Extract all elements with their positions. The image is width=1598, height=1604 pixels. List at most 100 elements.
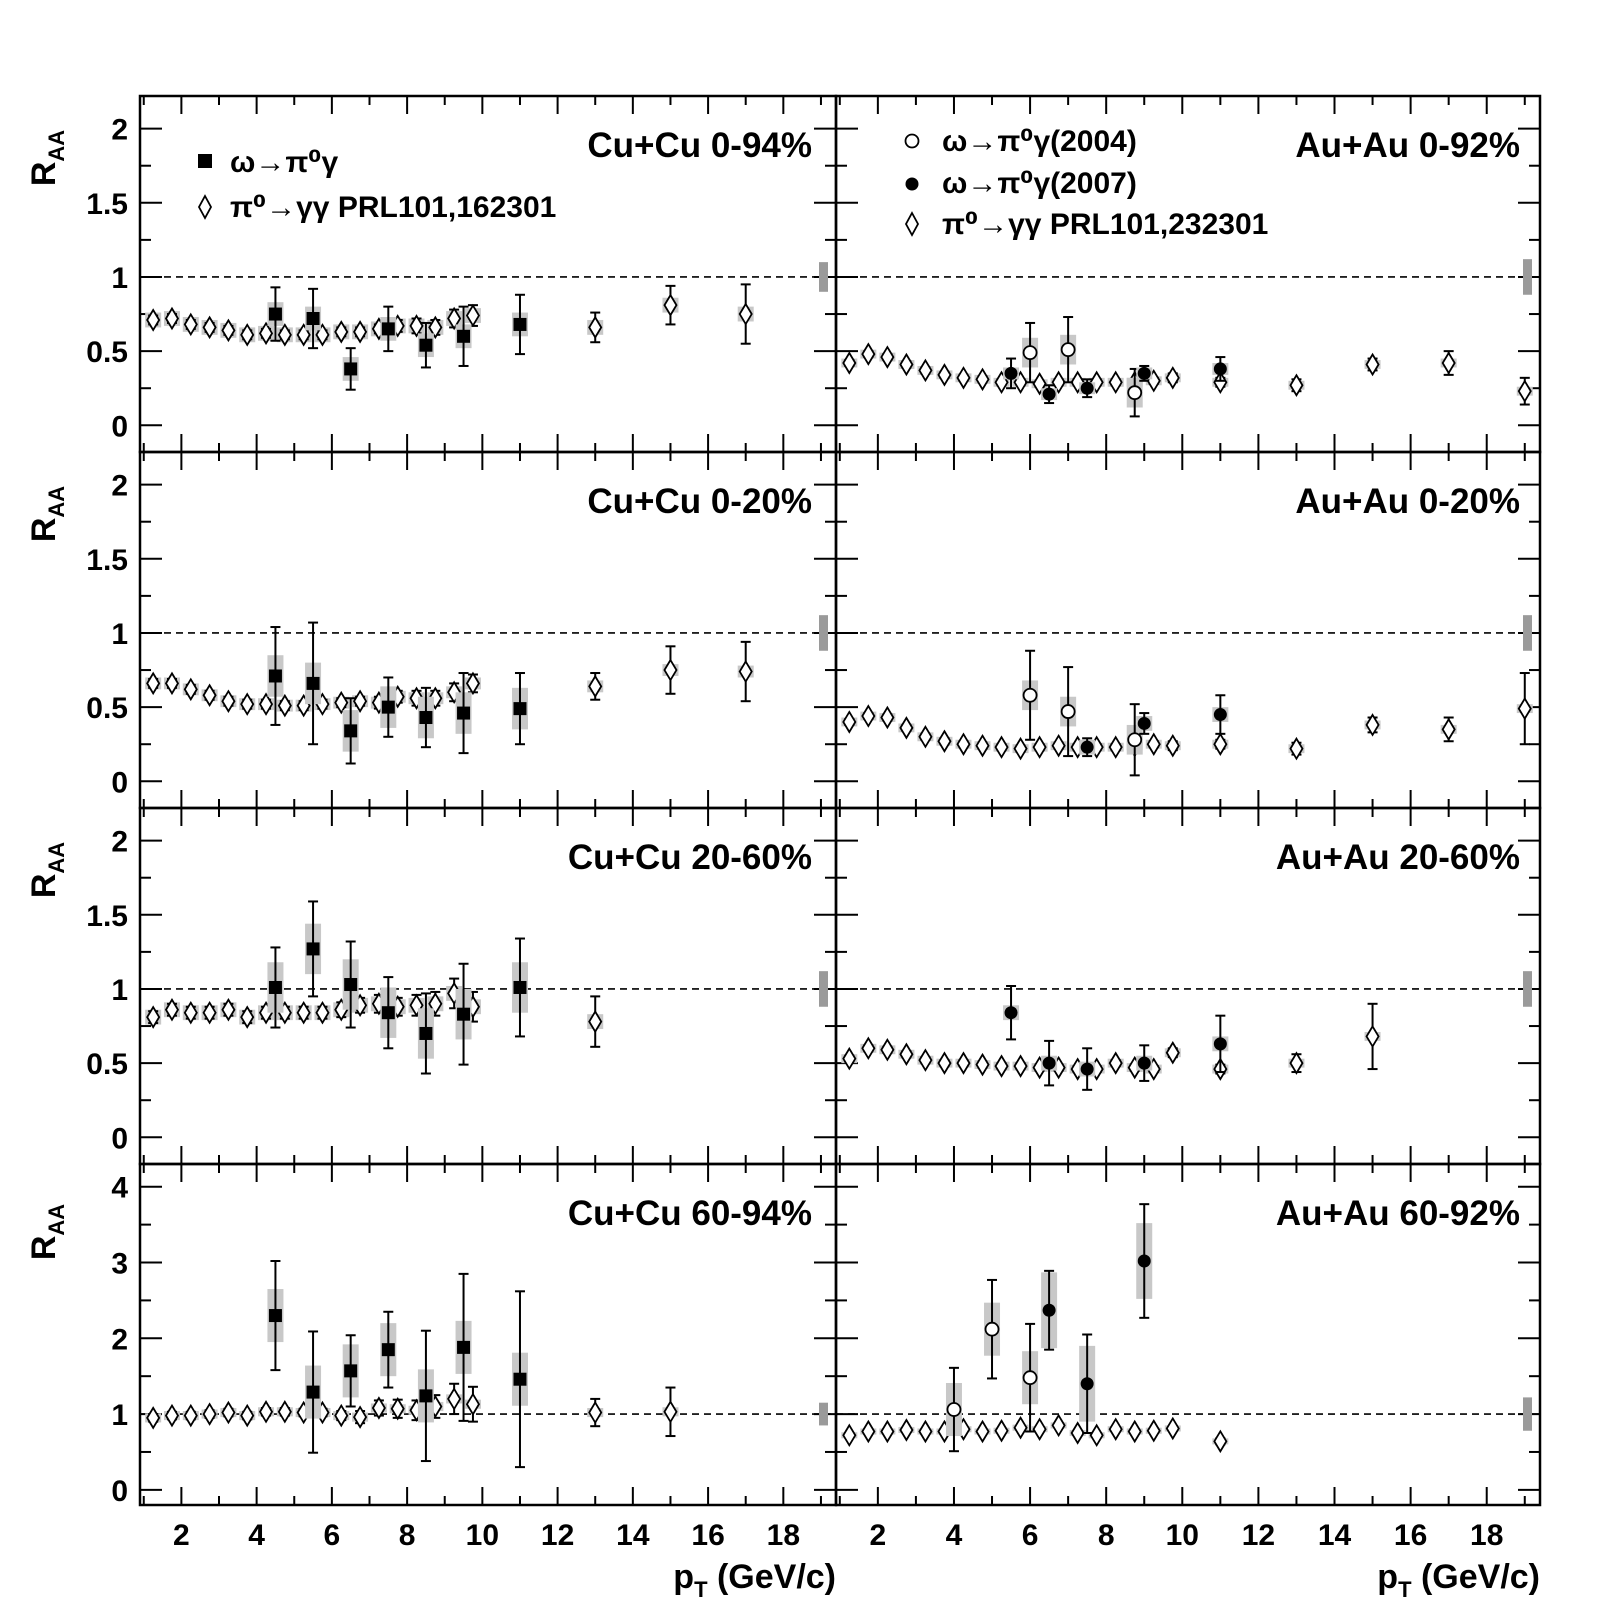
data-point: [447, 1387, 462, 1411]
data-point: [861, 342, 876, 366]
x-tick-label: 18: [1470, 1519, 1503, 1552]
data-point: [1441, 717, 1456, 742]
data-point: [842, 710, 857, 734]
data-point: [1013, 736, 1028, 761]
panel-6: Au+Au 20-60%: [834, 806, 1542, 1166]
data-point: [268, 669, 282, 683]
y-tick-label: 0.5: [86, 692, 128, 725]
y-tick-label: 1.5: [86, 544, 128, 577]
panel-5: 0 0.5 1 1.5 2 Cu+Cu 20-60%: [86, 806, 838, 1166]
series-filled-square: [267, 1259, 528, 1469]
legend-left-entry-2: π⁰→γγ PRL101,162301: [230, 191, 556, 224]
data-point: [899, 352, 914, 377]
y-tick-label: 1: [111, 618, 128, 651]
data-point: [315, 1000, 330, 1025]
series-open-diamond: [841, 672, 1533, 761]
data-point: [899, 1042, 914, 1066]
series-filled-circle: [1079, 694, 1229, 758]
data-point: [994, 1418, 1009, 1443]
series-filled-square: [267, 900, 528, 1075]
data-point: [277, 1400, 292, 1424]
x-axis-title-right: pT (GeV/c): [1377, 1558, 1540, 1602]
data-point: [1165, 733, 1180, 758]
data-point: [1032, 1417, 1047, 1441]
data-point: [1127, 385, 1143, 401]
data-point: [1213, 370, 1228, 395]
data-point: [1051, 1413, 1066, 1438]
data-point: [842, 1423, 857, 1448]
x-tick-label: 2: [173, 1519, 190, 1552]
data-point: [419, 1389, 433, 1403]
data-point: [146, 308, 161, 332]
panel-title: Cu+Cu 0-94%: [587, 126, 812, 165]
data-point: [588, 674, 603, 699]
normalization-box: [1523, 259, 1532, 295]
series-open-diamond: [841, 1002, 1381, 1081]
y-tick-label: 1.5: [86, 188, 128, 221]
data-point: [465, 671, 481, 696]
data-point: [1127, 732, 1143, 748]
data-point: [465, 1392, 481, 1416]
series-open-circle: [1022, 649, 1143, 777]
data-point: [918, 1048, 933, 1072]
panel-title: Cu+Cu 60-94%: [568, 1194, 812, 1233]
y-axis-title-row-1: RAA: [25, 130, 69, 186]
data-point: [1042, 1303, 1056, 1317]
x-tick-label: 12: [1242, 1519, 1275, 1552]
normalization-box: [819, 971, 828, 1007]
data-point: [146, 1005, 161, 1029]
normalization-box: [819, 1402, 828, 1426]
svg-text:RAA: RAA: [25, 486, 69, 542]
series-open-diamond: [841, 342, 1533, 406]
data-point: [296, 1000, 311, 1025]
data-point: [457, 706, 471, 720]
data-point: [183, 1403, 198, 1428]
data-point: [1051, 370, 1066, 395]
series-open-diamond: [145, 640, 754, 718]
data-point: [918, 725, 933, 749]
data-point: [1108, 1051, 1123, 1075]
data-point: [390, 1397, 405, 1421]
data-point: [1137, 1056, 1151, 1070]
data-point: [513, 980, 527, 994]
data-point: [221, 1400, 236, 1425]
data-point: [183, 1000, 198, 1025]
svg-text:RAA: RAA: [25, 130, 69, 186]
data-point: [1080, 381, 1094, 395]
data-point: [1213, 708, 1227, 722]
panel-title: Cu+Cu 20-60%: [568, 838, 812, 877]
data-point: [268, 980, 282, 994]
panel-title: Au+Au 0-92%: [1295, 126, 1520, 165]
data-point: [353, 320, 368, 344]
series-open-circle: [1022, 316, 1143, 418]
data-point: [975, 733, 990, 758]
data-point: [1289, 736, 1304, 761]
x-tick-label: 16: [1394, 1519, 1427, 1552]
data-point: [1517, 696, 1532, 721]
data-point: [1004, 1006, 1018, 1020]
normalization-box: [1523, 971, 1532, 1007]
data-point: [419, 711, 433, 725]
y-tick-label: 0: [111, 410, 128, 443]
y-axis-title-row-2: RAA: [25, 486, 69, 542]
normalization-box: [819, 262, 828, 292]
panel-1: 0 0.5 1 1.5 2 Cu+Cu 0-94%: [86, 94, 838, 454]
data-point: [1060, 704, 1076, 719]
data-point: [221, 997, 236, 1022]
data-point: [334, 1403, 349, 1428]
data-point: [994, 1054, 1009, 1078]
series-filled-circle: [1003, 356, 1229, 405]
data-point: [738, 659, 753, 684]
legend-left-entry-1: ω→π⁰γ: [230, 146, 338, 179]
data-point: [183, 677, 198, 702]
data-point: [880, 1038, 895, 1062]
data-point: [663, 1400, 678, 1424]
x-tick-label: 8: [399, 1519, 416, 1552]
data-point: [1213, 732, 1228, 756]
data-point: [258, 1400, 274, 1424]
y-tick-label: 0.5: [86, 336, 128, 369]
data-point: [861, 1036, 876, 1061]
x-tick-label: 14: [1318, 1519, 1352, 1552]
data-point: [457, 1340, 471, 1354]
